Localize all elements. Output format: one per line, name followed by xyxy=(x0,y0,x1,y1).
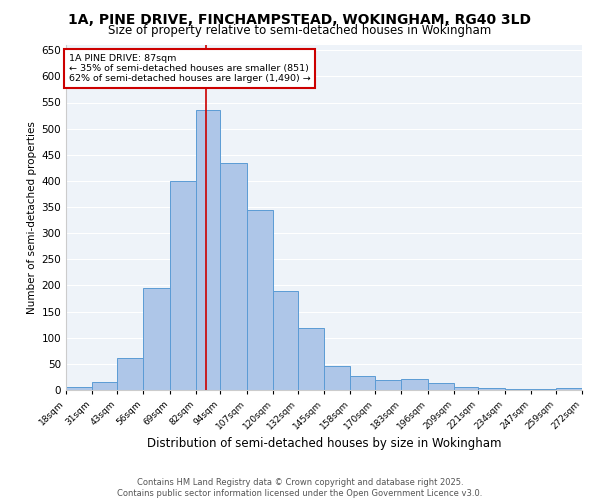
Bar xyxy=(298,328,324,390)
Bar xyxy=(401,379,428,390)
Text: 1A, PINE DRIVE, FINCHAMPSTEAD, WOKINGHAM, RG40 3LD: 1A, PINE DRIVE, FINCHAMPSTEAD, WOKINGHAM… xyxy=(68,12,532,26)
Bar xyxy=(375,380,401,390)
Bar xyxy=(220,162,247,390)
Bar xyxy=(143,288,170,390)
Bar xyxy=(454,388,478,390)
X-axis label: Distribution of semi-detached houses by size in Wokingham: Distribution of semi-detached houses by … xyxy=(147,436,501,450)
Bar xyxy=(350,376,375,390)
Y-axis label: Number of semi-detached properties: Number of semi-detached properties xyxy=(27,121,37,314)
Text: 1A PINE DRIVE: 87sqm
← 35% of semi-detached houses are smaller (851)
62% of semi: 1A PINE DRIVE: 87sqm ← 35% of semi-detac… xyxy=(68,54,310,84)
Bar xyxy=(273,290,298,390)
Bar xyxy=(428,383,454,390)
Bar xyxy=(247,210,273,390)
Text: Size of property relative to semi-detached houses in Wokingham: Size of property relative to semi-detach… xyxy=(109,24,491,37)
Bar xyxy=(556,388,582,390)
Bar xyxy=(196,110,220,390)
Bar xyxy=(92,382,117,390)
Bar xyxy=(117,358,143,390)
Bar xyxy=(170,181,196,390)
Bar xyxy=(478,388,505,390)
Bar xyxy=(324,366,350,390)
Text: Contains HM Land Registry data © Crown copyright and database right 2025.
Contai: Contains HM Land Registry data © Crown c… xyxy=(118,478,482,498)
Bar xyxy=(66,388,92,390)
